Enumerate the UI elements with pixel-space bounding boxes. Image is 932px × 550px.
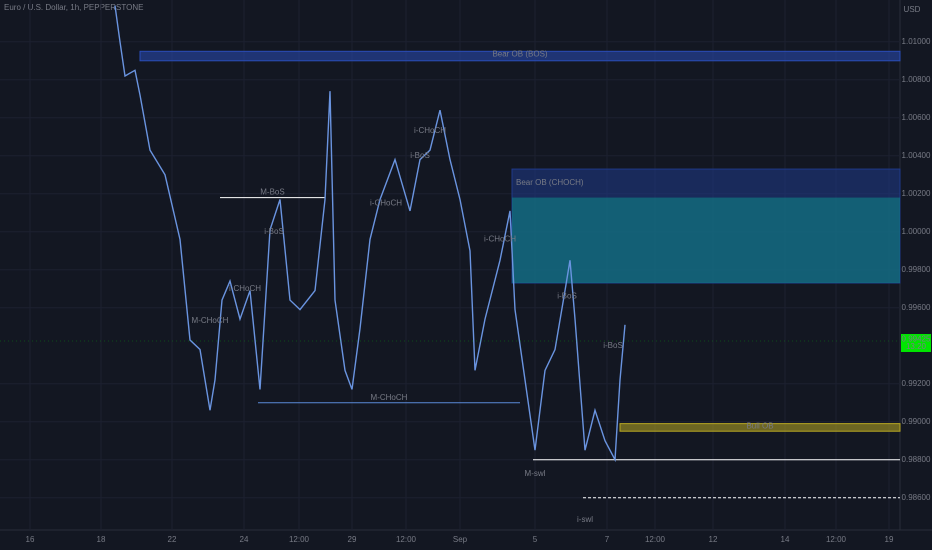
x-tick-label: 12:00 xyxy=(645,535,666,544)
x-tick-label: 7 xyxy=(605,535,610,544)
structure-label: i-CHoCH xyxy=(484,234,516,243)
x-tick-label: Sep xyxy=(453,535,468,544)
x-tick-label: 22 xyxy=(168,535,177,544)
x-tick-label: 5 xyxy=(533,535,538,544)
structure-label: i-CHoCH xyxy=(414,126,446,135)
structure-label: i-CHoCH xyxy=(370,198,402,207)
x-tick-label: 12:00 xyxy=(826,535,847,544)
structure-label: M-CHoCH xyxy=(192,316,229,325)
y-tick-label: 0.98600 xyxy=(902,493,931,502)
x-tick-label: 24 xyxy=(240,535,249,544)
y-tick-label: 1.00800 xyxy=(902,75,931,84)
y-tick-label: 0.99200 xyxy=(902,379,931,388)
x-tick-label: 16 xyxy=(26,535,35,544)
price-line xyxy=(114,5,626,463)
countdown-label: 13:20 xyxy=(906,342,927,351)
order-block xyxy=(139,50,901,62)
zone-label: Bear OB (BOS) xyxy=(492,49,547,58)
x-tick-label: 12:00 xyxy=(396,535,417,544)
fvg-zone xyxy=(512,197,900,284)
level-label: M-CHoCH xyxy=(371,393,408,402)
last-price-tag xyxy=(901,333,931,352)
y-tick-label: 1.00400 xyxy=(902,151,931,160)
y-tick-label: 0.98800 xyxy=(902,455,931,464)
order-block xyxy=(619,423,901,432)
level-label: i-swl xyxy=(577,515,593,524)
x-tick-label: 18 xyxy=(97,535,106,544)
y-tick-label: 1.00200 xyxy=(902,189,931,198)
y-tick-label: 0.99600 xyxy=(902,303,931,312)
zone-label: Bull OB xyxy=(746,422,773,431)
y-tick-label: 1.00600 xyxy=(902,113,931,122)
y-tick-label: 0.99000 xyxy=(902,417,931,426)
x-tick-label: 29 xyxy=(348,535,357,544)
structure-label: i-BoS xyxy=(264,227,284,236)
chart-title: Euro / U.S. Dollar, 1h, PEPPERSTONE xyxy=(4,3,143,12)
y-tick-label: 0.99800 xyxy=(902,265,931,274)
zone-label: Bear OB (CHOCH) xyxy=(516,178,584,187)
x-tick-label: 19 xyxy=(885,535,894,544)
last-price-label: 0.99425 xyxy=(902,335,931,344)
y-tick-label: 1.01000 xyxy=(902,37,931,46)
x-tick-label: 14 xyxy=(781,535,790,544)
structure-label: i-BoS xyxy=(603,341,623,350)
level-label: M-BoS xyxy=(260,188,284,197)
structure-label: i-BoS xyxy=(410,151,430,160)
structure-label: i-CHoCH xyxy=(229,284,261,293)
level-label: M-swl xyxy=(525,469,546,478)
structure-label: i-BoS xyxy=(557,291,577,300)
x-tick-label: 12 xyxy=(709,535,718,544)
x-tick-label: 12:00 xyxy=(289,535,310,544)
y-tick-label: 1.00000 xyxy=(902,227,931,236)
currency: USD xyxy=(904,5,921,14)
